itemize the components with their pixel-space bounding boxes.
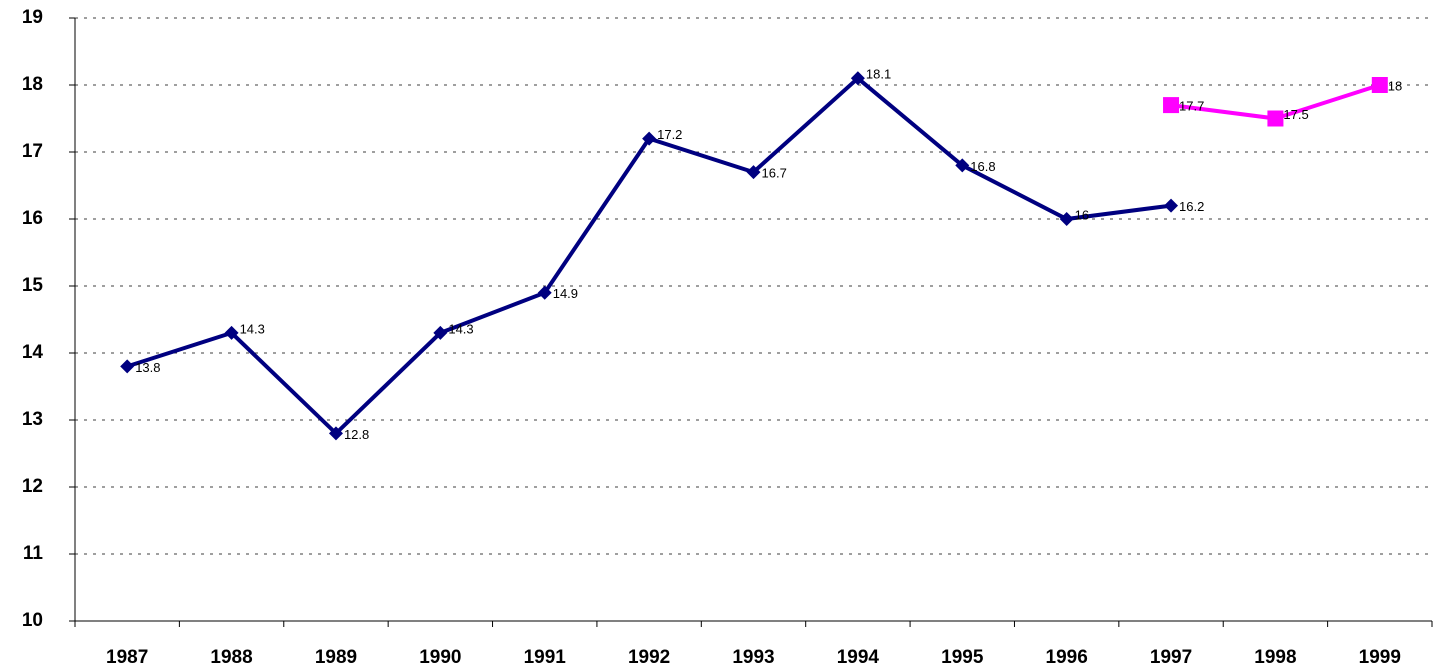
y-tick-label: 15 xyxy=(22,275,44,296)
marker xyxy=(433,325,448,340)
data-label: 18.1 xyxy=(866,67,891,82)
data-label: 17.5 xyxy=(1283,107,1308,122)
y-tick-label: 12 xyxy=(22,476,43,497)
data-label: 14.3 xyxy=(240,321,265,336)
marker xyxy=(1059,212,1074,226)
x-tick-label: 1999 xyxy=(1359,647,1401,668)
data-label: 16.7 xyxy=(762,166,787,181)
x-tick-label: 1987 xyxy=(106,647,148,668)
x-tick-label: 1998 xyxy=(1254,647,1296,668)
marker xyxy=(1371,77,1388,93)
data-label: 16.8 xyxy=(970,159,995,174)
y-tick-label: 11 xyxy=(23,543,44,564)
data-label: 17.7 xyxy=(1179,99,1204,114)
data-label: 16 xyxy=(1075,207,1089,222)
x-tick-label: 1988 xyxy=(210,647,252,668)
x-tick-label: 1995 xyxy=(941,647,984,668)
marker xyxy=(224,325,239,340)
y-tick-label: 13 xyxy=(22,409,43,430)
marker xyxy=(850,71,865,86)
x-tick-label: 1991 xyxy=(524,647,567,668)
marker xyxy=(1267,110,1284,127)
data-label: 17.2 xyxy=(657,127,682,142)
marker xyxy=(1163,97,1180,114)
y-tick-label: 16 xyxy=(22,208,43,229)
x-tick-label: 1989 xyxy=(315,647,357,668)
marker xyxy=(642,131,657,146)
data-label: 13.8 xyxy=(135,360,160,375)
marker xyxy=(537,285,552,300)
data-label: 16.2 xyxy=(1179,199,1204,214)
y-tick-label: 14 xyxy=(22,342,44,363)
marker xyxy=(328,426,343,441)
x-tick-label: 1994 xyxy=(837,647,880,668)
y-tick-label: 18 xyxy=(22,74,43,95)
x-tick-label: 1990 xyxy=(419,647,461,668)
marker xyxy=(120,359,135,374)
x-tick-label: 1996 xyxy=(1046,647,1088,668)
marker xyxy=(955,158,970,173)
data-label: 18 xyxy=(1388,78,1402,93)
data-label: 14.9 xyxy=(553,286,578,301)
data-label: 14.3 xyxy=(448,321,473,336)
marker xyxy=(746,165,761,180)
x-tick-label: 1993 xyxy=(732,647,774,668)
y-tick-label: 19 xyxy=(22,7,43,28)
y-tick-label: 17 xyxy=(22,141,43,162)
marker xyxy=(1164,198,1179,213)
y-tick-label: 10 xyxy=(22,610,43,631)
x-tick-label: 1992 xyxy=(628,647,670,668)
series-line xyxy=(126,75,1172,437)
data-label: 12.8 xyxy=(344,427,369,442)
x-tick-label: 1997 xyxy=(1150,647,1192,668)
